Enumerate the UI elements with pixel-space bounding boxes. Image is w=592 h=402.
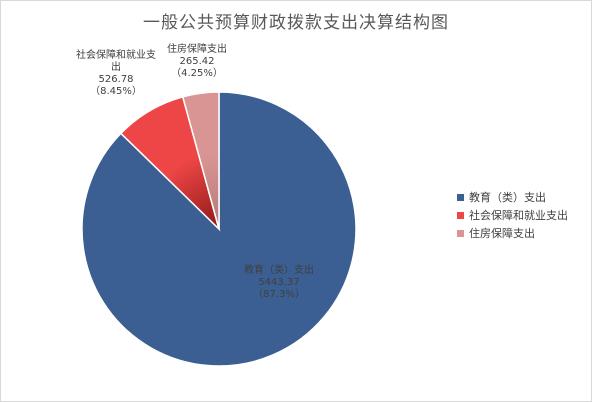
legend-swatch xyxy=(457,211,464,219)
legend-item: 住房保障支出 xyxy=(457,224,568,242)
legend-swatch xyxy=(457,229,464,237)
legend-item: 社会保障和就业支出 xyxy=(457,206,568,224)
legend-label: 教育（类）支出 xyxy=(469,191,546,204)
slice-data-label: 社会保障和就业支出 526.78 （8.45%） xyxy=(76,48,156,97)
chart-title: 一般公共预算财政拨款支出决算结构图 xyxy=(143,13,449,33)
legend-item: 教育（类）支出 xyxy=(457,188,568,206)
pie-slice xyxy=(181,91,220,230)
legend-label: 社会保障和就业支出 xyxy=(469,209,568,222)
chart-legend: 教育（类）支出社会保障和就业支出 住房保障支出 xyxy=(457,188,568,242)
slice-data-label: 教育（类）支出 5443.37 （87.3%） xyxy=(244,263,314,300)
legend-swatch xyxy=(457,193,464,201)
slice-data-label: 住房保障支出 265.42 （4.25%） xyxy=(167,42,227,79)
legend-label: 住房保障支出 xyxy=(469,227,535,240)
